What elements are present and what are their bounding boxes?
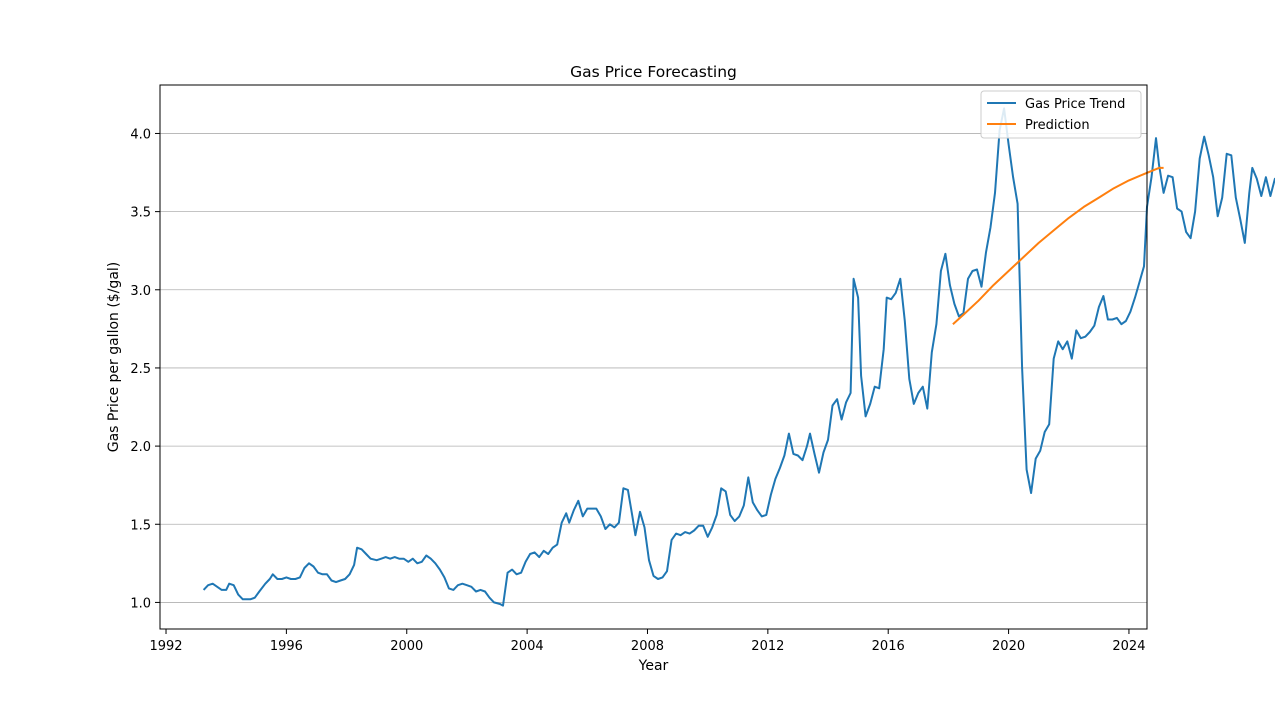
y-tick-label-4: 3.0 <box>130 284 151 299</box>
x-tick-label-0: 1992 <box>149 639 182 654</box>
x-tick-label-2: 2000 <box>390 639 423 654</box>
y-tick-label-1: 1.5 <box>130 518 151 533</box>
legend-label-prediction: Prediction <box>1025 118 1090 133</box>
x-axis: 1992 1996 2000 2004 2008 2012 2016 2020 2024 <box>149 629 1145 654</box>
chart-title: Gas Price Forecasting <box>570 63 737 81</box>
x-tick-label-1: 1996 <box>270 639 303 654</box>
x-axis-title: Year <box>638 658 669 674</box>
y-tick-label-5: 3.5 <box>130 206 151 221</box>
x-tick-label-5: 2012 <box>751 639 784 654</box>
x-tick-label-6: 2016 <box>872 639 905 654</box>
legend-label-gas-price-trend: Gas Price Trend <box>1025 97 1125 112</box>
y-axis-title: Gas Price per gallon ($/gal) <box>106 262 122 453</box>
x-tick-label-8: 2024 <box>1112 639 1145 654</box>
series-line-prediction <box>952 166 1164 325</box>
x-tick-label-7: 2020 <box>992 639 1025 654</box>
y-tick-label-2: 2.0 <box>130 440 151 455</box>
series-layer <box>202 107 1275 607</box>
series-line-gas-price-trend <box>202 107 1275 607</box>
legend: Gas Price Trend Prediction <box>980 90 1142 139</box>
plot-frame <box>159 84 1148 630</box>
y-tick-label-6: 4.0 <box>130 127 151 142</box>
x-tick-label-3: 2004 <box>511 639 544 654</box>
y-axis: 1.0 1.5 2.0 2.5 3.0 3.5 4.0 <box>130 127 160 611</box>
y-tick-label-3: 2.5 <box>130 362 151 377</box>
y-tick-label-0: 1.0 <box>130 596 151 611</box>
legend-box <box>980 90 1142 139</box>
x-tick-label-4: 2008 <box>631 639 664 654</box>
